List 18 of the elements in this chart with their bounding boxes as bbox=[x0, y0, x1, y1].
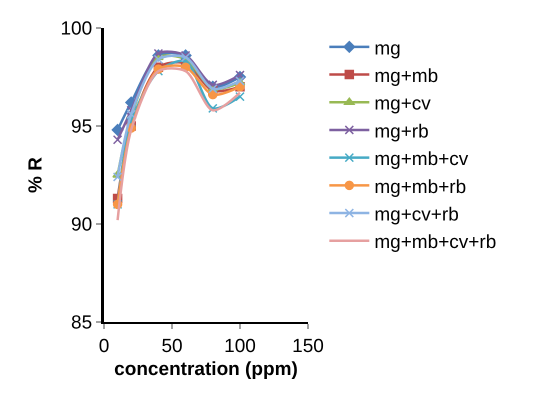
x-axis-title: concentration (ppm) bbox=[114, 359, 298, 380]
y-axis-title: % R bbox=[25, 156, 46, 193]
x-tick-label: 0 bbox=[98, 336, 110, 357]
legend-label: mg+cv bbox=[374, 94, 432, 115]
legend-label: mg+mb+cv bbox=[374, 149, 469, 170]
y-tick-label: 85 bbox=[71, 312, 92, 334]
y-tick-label: 90 bbox=[71, 214, 92, 236]
y-tick-label: 95 bbox=[71, 116, 92, 138]
legend-label: mg+rb bbox=[374, 121, 429, 142]
legend-label: mg bbox=[374, 38, 401, 60]
x-tick-label: 50 bbox=[161, 336, 183, 357]
y-tick-label: 100 bbox=[60, 18, 92, 40]
legend-label: mg+mb bbox=[374, 66, 438, 87]
x-tick-label: 150 bbox=[292, 336, 324, 357]
legend-label: mg+mb+rb bbox=[374, 176, 466, 198]
legend-label: mg+mb+cv+rb bbox=[374, 232, 496, 254]
x-tick-label: 100 bbox=[224, 336, 256, 357]
legend-label: mg+cv+rb bbox=[374, 204, 459, 226]
